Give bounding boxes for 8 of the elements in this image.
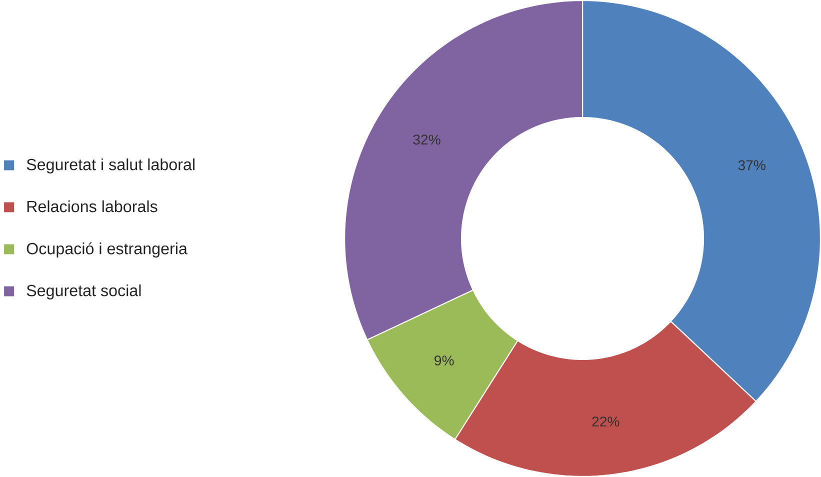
data-label: 22% bbox=[592, 416, 620, 427]
data-label: 37% bbox=[738, 160, 766, 170]
legend-label: Relacions laborals bbox=[27, 200, 158, 212]
data-label: 9% bbox=[434, 356, 454, 366]
data-label: 32% bbox=[413, 134, 440, 145]
legend-label: Seguretat social bbox=[26, 284, 141, 300]
legend-label: Ocupació i estrangeria bbox=[26, 242, 188, 258]
legend-label: Seguretat i salut laboral bbox=[26, 158, 194, 174]
